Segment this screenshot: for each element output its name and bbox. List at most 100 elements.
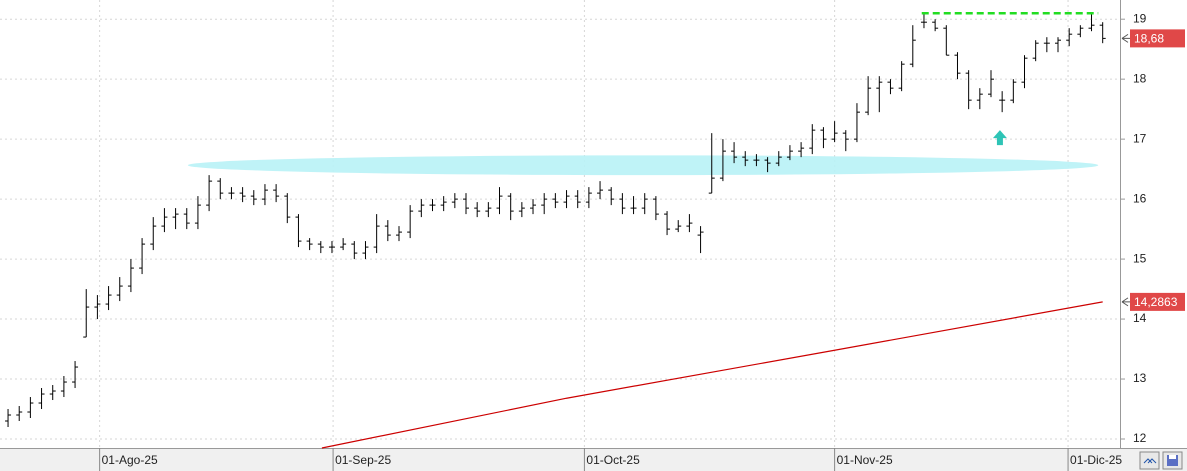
- ohlc-bar: [172, 208, 179, 230]
- ohlc-bar: [697, 226, 704, 254]
- ohlc-bar: [887, 79, 894, 95]
- ohlc-bar: [842, 130, 849, 152]
- ohlc-bar: [597, 181, 604, 200]
- ohlc-bar: [395, 226, 402, 242]
- ohlc-bar: [362, 241, 369, 260]
- ohlc-bar: [150, 217, 157, 251]
- ohlc-bar: [261, 184, 268, 206]
- ohlc-bar: [541, 193, 548, 215]
- ohlc-bar: [976, 88, 983, 110]
- ohlc-bar: [999, 91, 1006, 113]
- x-tick-label: 01-Oct-25: [586, 453, 640, 467]
- ohlc-bar: [27, 397, 34, 419]
- ohlc-bar: [306, 238, 313, 251]
- ohlc-bar: [786, 145, 793, 161]
- ohlc-bar: [932, 19, 939, 32]
- ohlc-bar: [1088, 13, 1095, 32]
- ohlc-bar: [798, 142, 805, 158]
- icon: [1167, 455, 1178, 466]
- ohlc-bar: [351, 241, 358, 260]
- ohlc-bar: [775, 151, 782, 167]
- ohlc-bar: [49, 385, 56, 401]
- ohlc-bar: [217, 178, 224, 200]
- ohlc-bar: [987, 70, 994, 98]
- price-pointer: [1121, 297, 1130, 307]
- ohlc-bar: [1077, 25, 1084, 38]
- price-pointer: [1121, 33, 1130, 43]
- y-tick-label: 16: [1133, 191, 1147, 205]
- ohlc-bar: [630, 196, 637, 215]
- ohlc-bar: [328, 241, 335, 254]
- ohlc-bar: [1010, 79, 1017, 104]
- x-tick-label: 01-Sep-25: [335, 453, 391, 467]
- ohlc-bar: [206, 175, 213, 212]
- ohlc-bar: [194, 196, 201, 230]
- ohlc-bar: [384, 220, 391, 242]
- ohlc-bar: [753, 154, 760, 167]
- ohlc-bar: [552, 193, 559, 209]
- ohlc-bar: [563, 190, 570, 209]
- support-zone: [187, 155, 1099, 176]
- y-tick-label: 19: [1133, 11, 1147, 25]
- ohlc-bar: [496, 187, 503, 215]
- ohlc-bar: [608, 187, 615, 206]
- ohlc-bar: [440, 196, 447, 212]
- ohlc-bar: [1055, 37, 1062, 53]
- y-tick-label: 14: [1133, 311, 1147, 325]
- moving-average: [321, 301, 1103, 449]
- ohlc-bar: [641, 193, 648, 215]
- zoom-button[interactable]: [1139, 451, 1160, 470]
- ohlc-bar: [228, 187, 235, 200]
- ohlc-bar: [1099, 22, 1106, 44]
- ohlc-bar: [507, 193, 514, 221]
- ohlc-bar: [574, 190, 581, 209]
- y-tick-label: 17: [1133, 131, 1147, 145]
- ohlc-bar: [418, 199, 425, 218]
- price-label: 18,68: [1134, 32, 1164, 46]
- icon: [1169, 455, 1176, 459]
- ohlc-bar: [865, 76, 872, 116]
- ohlc-bar: [161, 208, 168, 233]
- date-strip: [0, 448, 1187, 471]
- ohlc-bar: [373, 214, 380, 254]
- ohlc-bar: [340, 238, 347, 251]
- ohlc-bar: [16, 406, 23, 422]
- ohlc-bar: [139, 238, 146, 275]
- ohlc-bar: [1021, 55, 1028, 89]
- ohlc-bar: [664, 211, 671, 236]
- ohlc-bar: [719, 139, 726, 182]
- y-tick-label: 12: [1133, 431, 1147, 445]
- ohlc-bar: [518, 202, 525, 218]
- ohlc-bar: [317, 241, 324, 254]
- x-tick-label: 01-Nov-25: [837, 453, 893, 467]
- ohlc-bar: [284, 193, 291, 224]
- ohlc-bar: [183, 208, 190, 230]
- ohlc-bar: [474, 202, 481, 218]
- ohlc-bar: [920, 13, 927, 29]
- arrow: [992, 130, 1007, 146]
- y-tick-label: 13: [1133, 371, 1147, 385]
- ohlc-bar: [463, 193, 470, 215]
- ohlc-bar: [876, 76, 883, 113]
- ohlc-bar: [407, 205, 414, 239]
- ohlc-bar: [742, 151, 749, 167]
- ohlc-bar: [60, 376, 67, 398]
- ohlc-bar: [820, 127, 827, 149]
- ohlc-bar: [652, 196, 659, 221]
- y-tick-label: 18: [1133, 71, 1147, 85]
- ohlc-bar: [943, 25, 950, 56]
- ohlc-bar: [764, 157, 771, 173]
- save-button[interactable]: [1162, 451, 1183, 470]
- ohlc-bar: [485, 202, 492, 218]
- y-tick-label: 15: [1133, 251, 1147, 265]
- ohlc-bar: [853, 103, 860, 143]
- ohlc-bar: [675, 220, 682, 233]
- ohlc-bar: [94, 295, 101, 320]
- ohlc-bar: [429, 199, 436, 212]
- ohlc-bar: [686, 214, 693, 233]
- price-label: 14,2863: [1134, 295, 1178, 309]
- price-label-box: [1130, 292, 1185, 311]
- ohlc-bar: [38, 388, 45, 410]
